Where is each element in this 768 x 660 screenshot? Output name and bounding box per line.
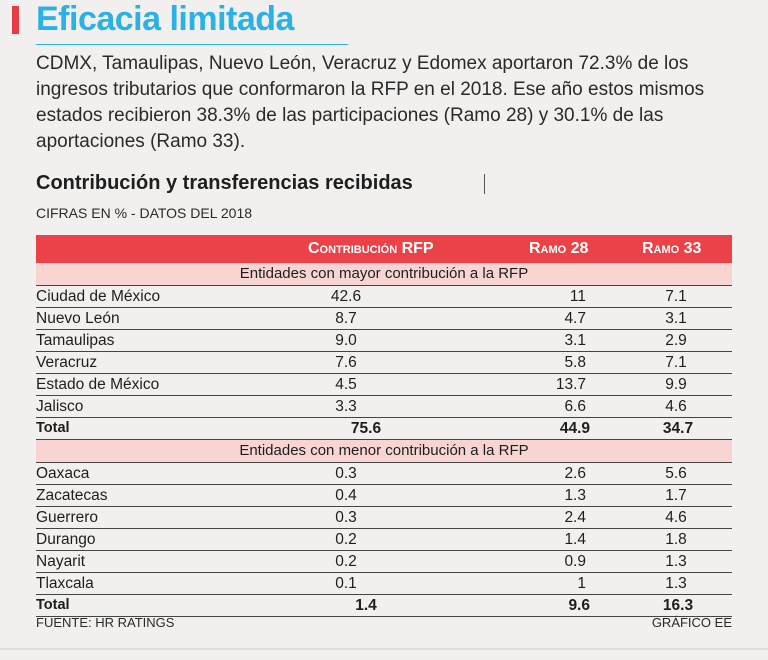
- cell-ramo-33: 1.3: [665, 553, 687, 570]
- cell-contribucion: 4.5: [335, 376, 357, 393]
- table-body: Entidades con mayor contribución a la RF…: [36, 263, 732, 617]
- cell-contribucion: 0.1: [335, 575, 357, 592]
- title-divider: [484, 174, 485, 194]
- cell-ramo-28: 4.7: [564, 310, 586, 327]
- total-row: Total 1.4 9.6 16.3: [36, 595, 732, 617]
- row-label: Nayarit: [36, 553, 86, 570]
- cell-ramo-28: 3.1: [564, 332, 586, 349]
- cell-ramo-28: 0.9: [564, 553, 586, 570]
- cell-ramo-28: 6.6: [564, 398, 586, 415]
- cell-contribucion: 42.6: [330, 288, 362, 305]
- source-note: FUENTE: HR RATINGS: [36, 615, 175, 630]
- bottom-rule: [0, 648, 768, 650]
- accent-bar: [12, 6, 19, 34]
- table-row: Jalisco 3.3 6.6 4.6: [36, 396, 732, 418]
- row-label: Total: [36, 420, 70, 436]
- table-row: Tlaxcala 0.1 1 1.3: [36, 573, 732, 595]
- cell-ramo-33: 7.1: [665, 354, 687, 371]
- cell-ramo-33: 4.6: [665, 398, 687, 415]
- row-label: Guerrero: [36, 509, 99, 526]
- cell-ramo-28: 13.7: [555, 376, 586, 393]
- graphic-credit: GRÁFICO EE: [651, 615, 732, 630]
- cell-contribucion: 0.3: [335, 465, 357, 482]
- cell-ramo-28: 1: [577, 575, 586, 592]
- column-header-contribucion: Contribución RFP: [308, 240, 434, 257]
- headline: Eficacia limitada: [36, 0, 294, 38]
- data-table: Contribución RFP Ramo 28 Ramo 33 Entidad…: [36, 235, 732, 617]
- cell-contribucion: 0.2: [335, 531, 357, 548]
- cell-contribucion: 1.4: [355, 597, 377, 614]
- table-row: Veracruz 7.6 5.8 7.1: [36, 352, 732, 374]
- headline-rule: [36, 44, 348, 45]
- cell-contribucion: 75.6: [350, 420, 382, 437]
- row-label: Durango: [36, 531, 96, 548]
- table-row: Guerrero 0.3 2.4 4.6: [36, 507, 732, 529]
- cell-ramo-28: 2.6: [564, 465, 586, 482]
- cell-ramo-28: 11: [569, 288, 586, 305]
- cell-ramo-33: 34.7: [662, 420, 694, 437]
- table-row: Ciudad de México 42.6 11 7.1: [36, 286, 732, 308]
- cell-contribucion: 3.3: [335, 398, 357, 415]
- cell-ramo-28: 44.9: [559, 420, 590, 437]
- table-row: Estado de México 4.5 13.7 9.9: [36, 374, 732, 396]
- cell-ramo-28: 2.4: [564, 509, 586, 526]
- chart-subtitle: CIFRAS EN % - DATOS DEL 2018: [36, 205, 253, 221]
- cell-contribucion: 0.2: [335, 553, 357, 570]
- cell-ramo-33: 1.7: [665, 487, 687, 504]
- table-row: Zacatecas 0.4 1.3 1.7: [36, 485, 732, 507]
- column-header-ramo-33: Ramo 33: [642, 240, 702, 257]
- row-label: Ciudad de México: [36, 288, 161, 305]
- cell-ramo-28: 5.8: [564, 354, 586, 371]
- cell-ramo-33: 7.1: [665, 288, 687, 305]
- table-row: Nayarit 0.2 0.9 1.3: [36, 551, 732, 573]
- intro-text: CDMX, Tamaulipas, Nuevo León, Veracruz y…: [36, 53, 705, 152]
- row-label: Total: [36, 597, 70, 613]
- row-label: Zacatecas: [36, 487, 108, 504]
- cell-ramo-33: 2.9: [665, 332, 687, 349]
- cell-ramo-33: 1.8: [665, 531, 687, 548]
- cell-contribucion: 8.7: [335, 310, 357, 327]
- table-row: Oaxaca 0.3 2.6 5.6: [36, 463, 732, 485]
- cell-ramo-28: 1.4: [564, 531, 586, 548]
- cell-contribucion: 7.6: [335, 354, 357, 371]
- cell-ramo-33: 16.3: [662, 597, 694, 614]
- section-header: Entidades con mayor contribución a la RF…: [36, 263, 732, 286]
- cell-ramo-33: 9.9: [665, 376, 687, 393]
- row-label: Jalisco: [36, 398, 84, 415]
- cell-ramo-28: 9.6: [568, 597, 590, 614]
- column-header-ramo-28: Ramo 28: [529, 240, 589, 257]
- total-row: Total 75.6 44.9 34.7: [36, 418, 732, 440]
- chart-title: Contribución y transferencias recibidas: [36, 172, 413, 194]
- section-header: Entidades con menor contribución a la RF…: [36, 440, 732, 463]
- cell-contribucion: 0.4: [335, 487, 357, 504]
- row-label: Nuevo León: [36, 310, 120, 327]
- cell-ramo-33: 4.6: [665, 509, 687, 526]
- cell-ramo-28: 1.3: [564, 487, 586, 504]
- row-label: Tlaxcala: [36, 575, 94, 592]
- cell-contribucion: 9.0: [335, 332, 357, 349]
- cell-contribucion: 0.3: [335, 509, 357, 526]
- row-label: Veracruz: [36, 354, 98, 371]
- row-label: Oaxaca: [36, 465, 90, 482]
- row-label: Tamaulipas: [36, 332, 115, 349]
- row-label: Estado de México: [36, 376, 160, 393]
- table-header: Contribución RFP Ramo 28 Ramo 33: [36, 235, 732, 263]
- cell-ramo-33: 5.6: [665, 465, 687, 482]
- cell-ramo-33: 3.1: [665, 310, 687, 327]
- table-row: Tamaulipas 9.0 3.1 2.9: [36, 330, 732, 352]
- table-row: Nuevo León 8.7 4.7 3.1: [36, 308, 732, 330]
- cell-ramo-33: 1.3: [665, 575, 687, 592]
- table-row: Durango 0.2 1.4 1.8: [36, 529, 732, 551]
